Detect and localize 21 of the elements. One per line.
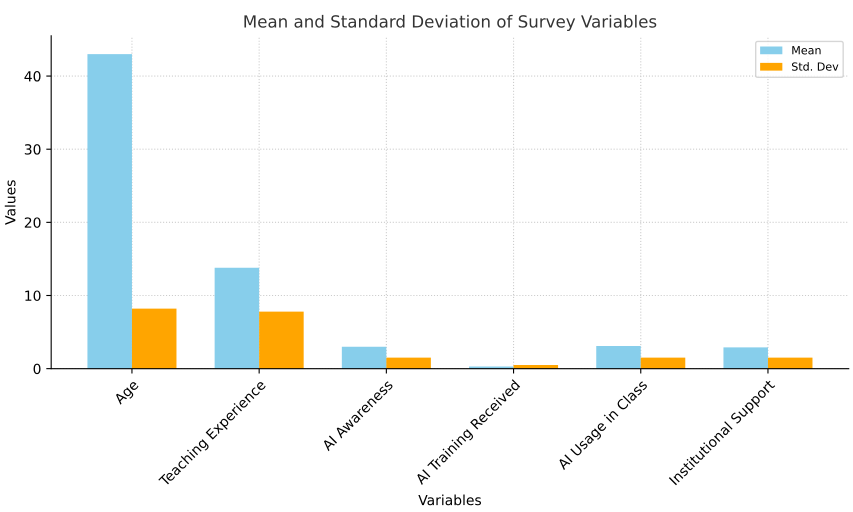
y-tick-label: 20 — [24, 217, 41, 228]
y-tick-label: 40 — [24, 71, 41, 82]
bar — [723, 347, 768, 369]
bar — [386, 358, 431, 369]
bar — [342, 346, 386, 369]
y-tick-label: 0 — [34, 364, 41, 374]
bar — [132, 308, 176, 369]
bar — [87, 54, 132, 369]
x-axis-title: Variables — [418, 494, 482, 506]
y-tick-label: 10 — [25, 290, 41, 301]
bar — [596, 346, 641, 369]
chart-title: Mean and Standard Deviation of Survey Variables — [244, 14, 656, 31]
y-tick-label: 30 — [24, 144, 41, 155]
bar — [640, 358, 686, 369]
bar — [768, 358, 812, 369]
bar — [214, 268, 260, 369]
bar — [259, 312, 304, 369]
legend-label: Std. Dev — [792, 62, 838, 71]
legend-label: Mean — [792, 46, 821, 54]
y-axis-title: Values — [4, 180, 16, 225]
x-tick-label: Age — [113, 379, 141, 407]
